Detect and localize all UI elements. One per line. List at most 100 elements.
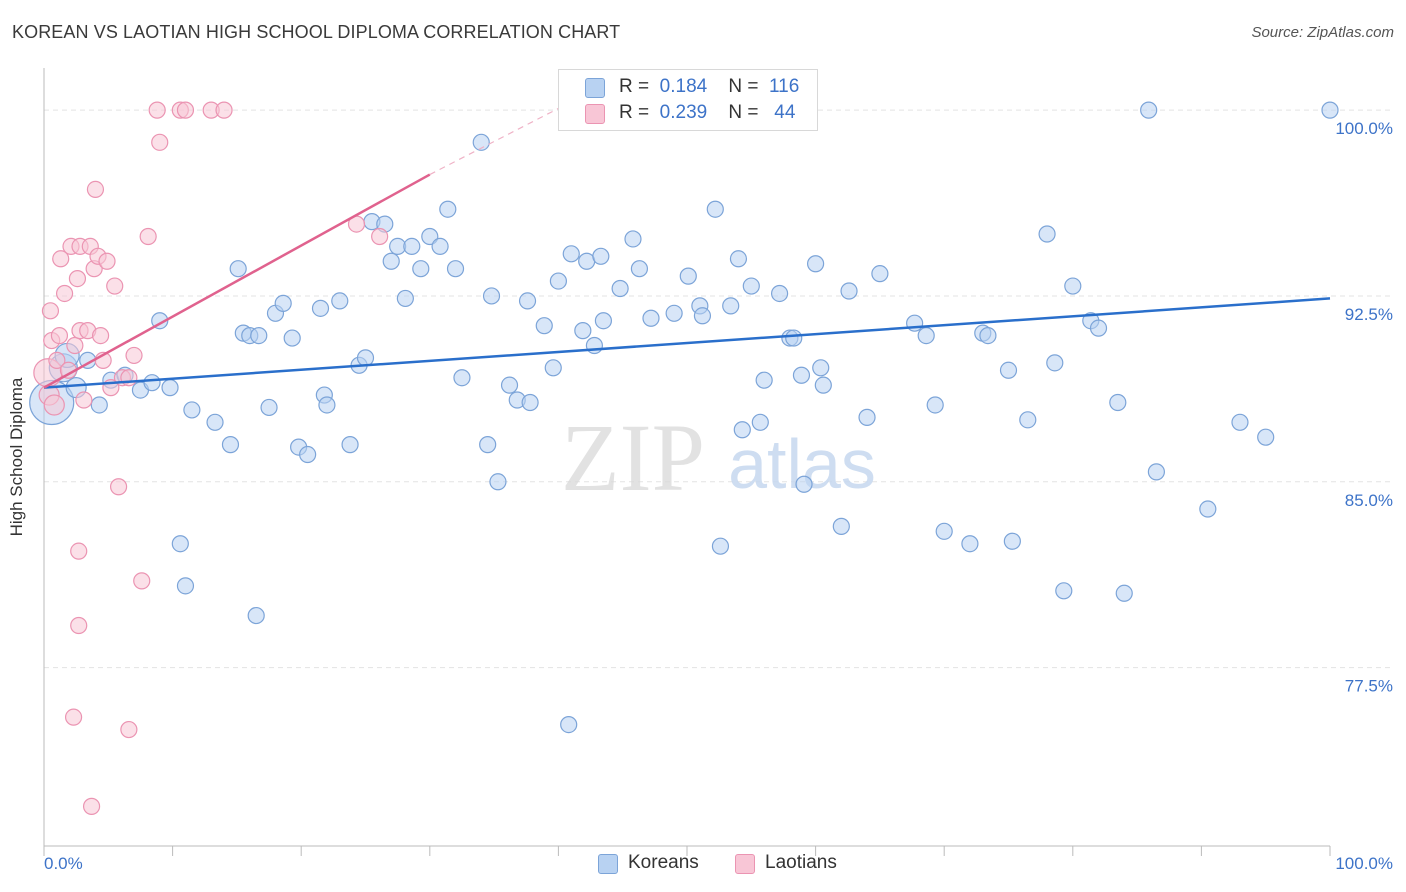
korean-point [1019,411,1037,429]
axes [43,68,1331,856]
y-tick-label: 92.5% [1345,305,1393,324]
korean-point [453,369,471,387]
laotian-point [148,101,166,119]
y-tick-label: 77.5% [1345,677,1393,696]
korean-point [1321,101,1339,119]
korean-point [331,292,349,310]
korean-point [665,304,683,322]
korean-point [812,359,830,377]
korean-point [1231,413,1249,431]
korean-point [560,715,578,734]
korean-point [274,294,292,312]
korean-point [403,237,421,255]
korean-point [382,252,400,270]
koreans-trend-line [43,297,1331,389]
laotian-point [50,326,69,345]
korean-point [472,133,490,151]
laotian-point [106,277,124,295]
korean-point [221,436,240,454]
korean-point [840,282,858,300]
laotian-point [70,542,88,560]
laotians-trend-line [43,173,431,389]
korean-point [574,322,592,340]
korean-point [733,421,751,439]
korean-point [792,366,811,384]
laotian-point [91,326,110,345]
tick-labels: 77.5% 85.0% 92.5% 100.0% 0.0% 100.0% [44,119,1393,873]
laotian-point [75,391,93,409]
korean-point [679,267,697,285]
korean-point [544,359,562,377]
korean-point [311,299,330,317]
korean-point [624,230,642,248]
korean-point [751,413,769,431]
korean-point [585,336,604,355]
korean-point [143,374,161,392]
laotian-point [48,351,66,369]
laotian-point [109,478,128,496]
laotian-point [86,180,105,199]
y-axis-label: High School Diploma [7,377,26,537]
korean-point [785,329,803,347]
korean-point [500,376,519,394]
korean-point [1140,101,1158,119]
korean-point [917,326,935,345]
korean-point [479,436,497,454]
y-tick-label: 85.0% [1345,491,1393,510]
korean-point [1257,428,1275,446]
laotian-point [176,101,195,119]
korean-point [90,396,108,414]
korean-point [260,398,278,417]
laotian-point [52,250,70,268]
laotians-legend-label: Laotians [765,852,837,873]
korean-point [1109,393,1127,412]
korean-point [806,255,825,273]
laotian-point [41,302,60,320]
korean-point [489,473,507,491]
korean-point [396,289,414,308]
korean-point [283,329,301,347]
korean-point [1199,500,1217,518]
korean-point [518,292,537,310]
korean-point [1089,319,1108,337]
korean-point [535,317,553,335]
korean-point [206,413,224,431]
korean-point [521,393,539,412]
korean-point [770,284,789,303]
koreans-stats: R = 0.184 N = 116 [619,76,800,97]
korean-point [299,445,317,464]
laotian-point [70,616,88,635]
laotians-stats: R = 0.239 N = 44 [619,102,796,123]
korean-point [693,307,712,325]
korean-point [412,260,430,278]
korean-point [171,535,189,553]
laotian-point [64,708,83,726]
korean-point [814,376,832,394]
korean-point [549,272,568,290]
korean-point [482,287,501,305]
korean-point [421,227,439,246]
trend-lines [43,104,1331,389]
korean-point [630,260,649,278]
korean-point [562,245,580,263]
korean-point [176,577,195,595]
korean-point [1003,532,1021,550]
korean-point [935,522,953,540]
korean-point [706,200,724,218]
korean-point [592,247,610,265]
laotians-trend-extension [429,104,566,176]
laotian-point [68,270,87,288]
korean-point [1064,277,1082,295]
koreans-legend-label: Koreans [628,852,699,873]
laotians-points [33,101,389,815]
korean-point [431,237,449,255]
korean-point [755,371,773,389]
korean-point [318,396,336,414]
korean-point [795,475,813,493]
korean-point [711,537,730,555]
korean-point [1147,463,1165,481]
laotian-point [82,797,101,815]
laotian-point [55,284,74,303]
korean-point [247,606,265,625]
